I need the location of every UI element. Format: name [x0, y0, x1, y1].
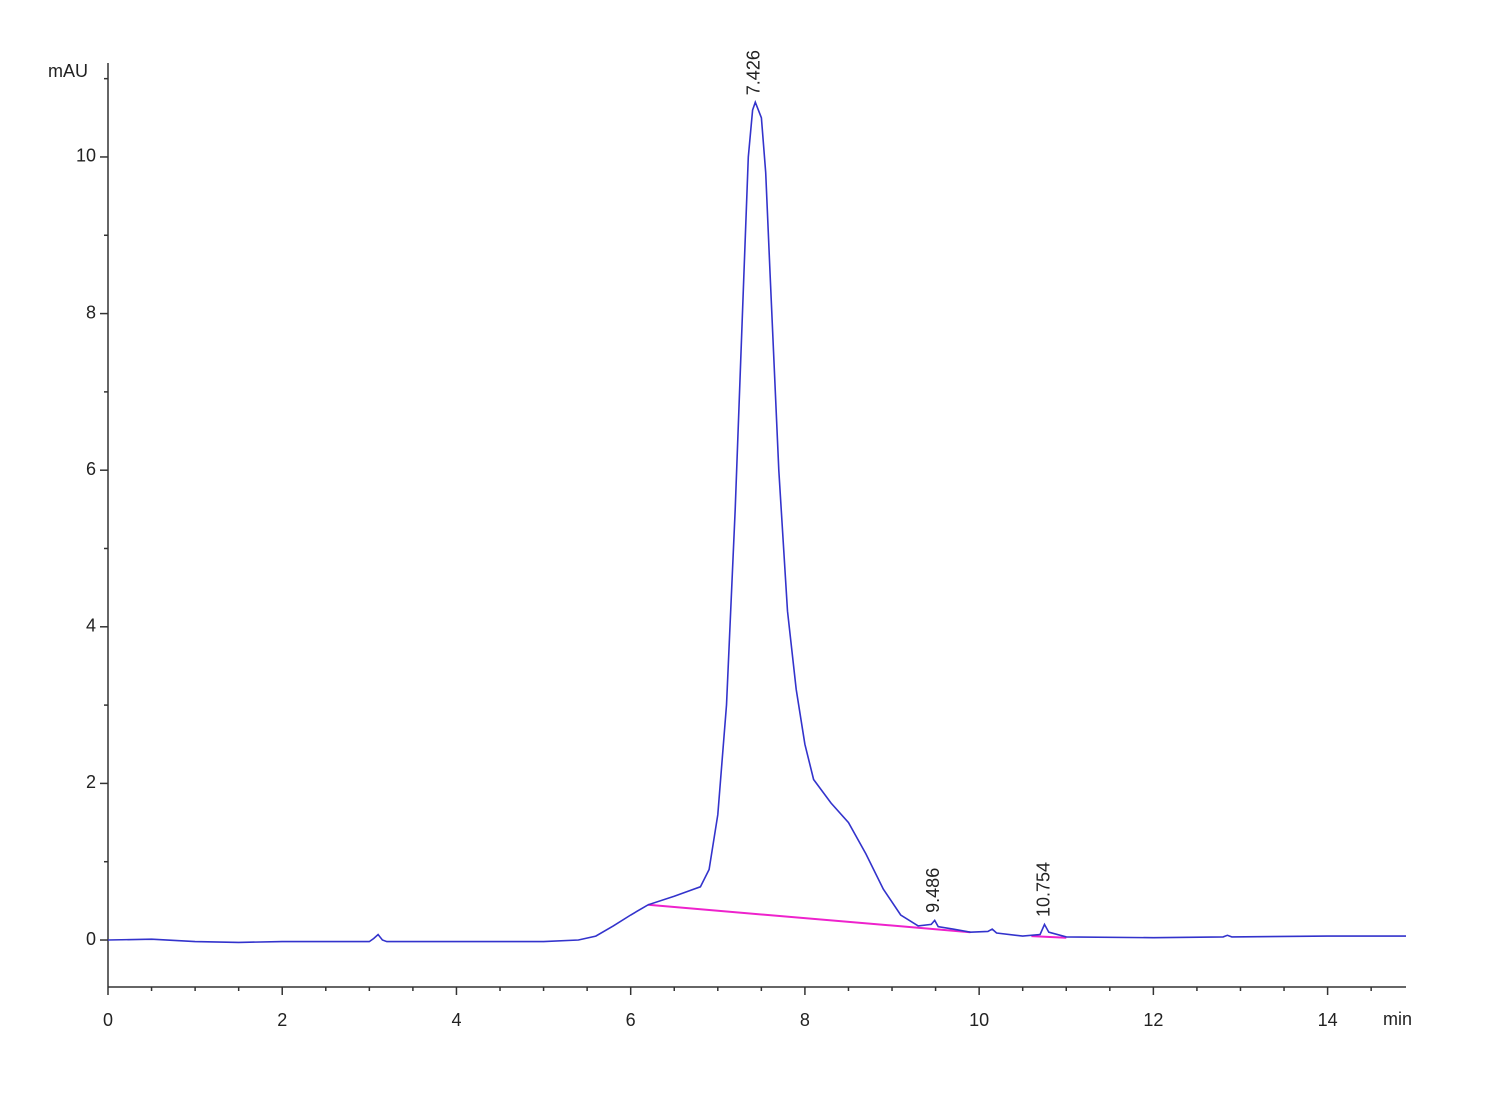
peak-label: 10.754 [1034, 862, 1054, 917]
baseline [648, 903, 971, 934]
peak-label: 9.486 [923, 868, 943, 913]
signal-line [107, 99, 1406, 944]
y-tick-label: 4 [86, 616, 96, 636]
y-tick-label: 2 [86, 772, 96, 792]
x-tick-label: 14 [1318, 1010, 1338, 1030]
x-tick-label: 8 [800, 1010, 810, 1030]
x-tick-label: 6 [626, 1010, 636, 1030]
y-tick-label: 0 [86, 929, 96, 949]
y-tick-label: 6 [86, 459, 96, 479]
x-tick-label: 2 [277, 1010, 287, 1030]
baseline [1031, 935, 1067, 939]
y-tick-label: 8 [86, 302, 96, 322]
x-tick-label: 4 [451, 1010, 461, 1030]
peak-label: 7.426 [744, 50, 764, 95]
y-axis-label: mAU [48, 61, 88, 81]
x-tick-label: 10 [969, 1010, 989, 1030]
y-tick-label: 10 [76, 146, 96, 166]
x-tick-label: 12 [1143, 1010, 1163, 1030]
x-axis-label: min [1383, 1009, 1412, 1029]
x-tick-label: 0 [103, 1010, 113, 1030]
